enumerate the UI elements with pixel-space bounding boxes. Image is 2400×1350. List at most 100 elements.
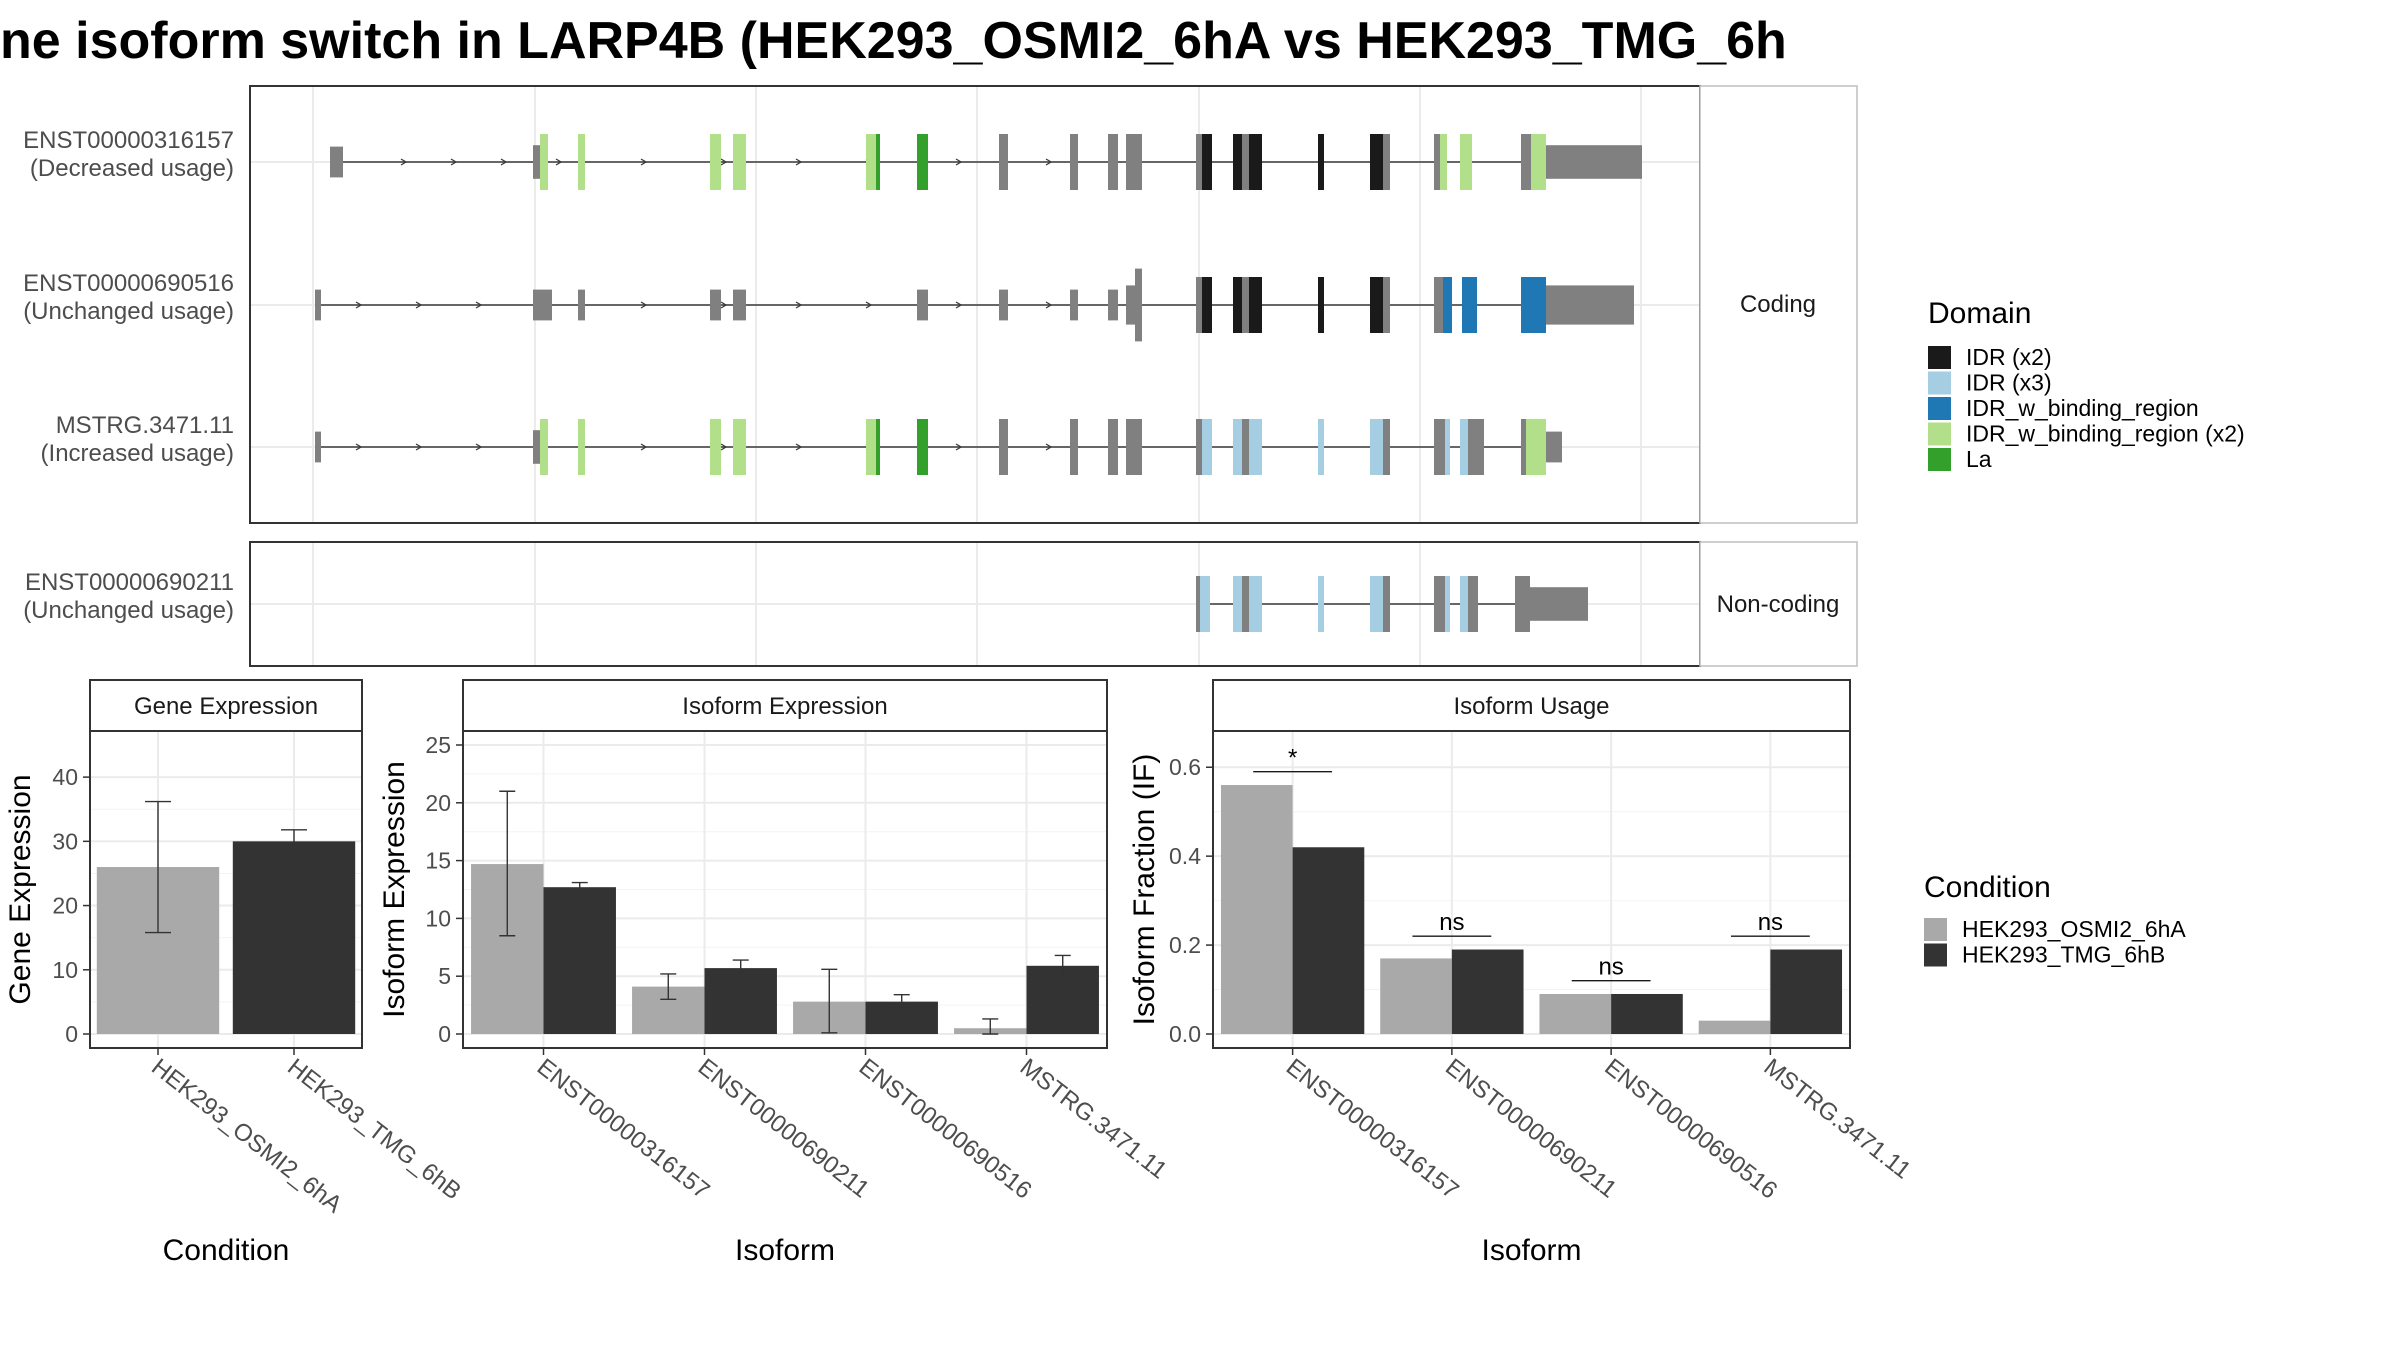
- domain-block: [733, 419, 746, 475]
- y-axis-label: Isoform Expression: [378, 761, 411, 1018]
- domain-block: [1445, 576, 1450, 632]
- facet-strip: [1212, 679, 1851, 732]
- intron-arrow: [640, 301, 648, 309]
- exon-block: [1530, 587, 1588, 621]
- domain-block: [1249, 277, 1262, 333]
- domain-block: [876, 419, 880, 475]
- bar: [704, 968, 777, 1034]
- x-axis-label: Isoform: [735, 1234, 835, 1267]
- transcript-structure-panel: Coding Non-coding ENST00000316157(Decrease…: [23, 85, 1858, 667]
- y-tick-label: 20: [52, 893, 78, 919]
- legend-domain-swatch: [1928, 397, 1951, 420]
- domain-block: [1233, 419, 1242, 475]
- exon-block: [1108, 419, 1118, 475]
- x-tick-label: ENST00000690211: [1440, 1053, 1621, 1203]
- transcript-track-1: [315, 268, 1634, 342]
- exon-block: [1383, 277, 1390, 333]
- exon-block: [1383, 419, 1390, 475]
- legend-condition-title: Condition: [1924, 871, 2051, 904]
- exon-block: [999, 419, 1008, 475]
- bar: [1380, 958, 1452, 1034]
- domain-block: [1202, 419, 1212, 475]
- significance-label: *: [1288, 745, 1297, 772]
- exon-block: [1126, 134, 1142, 190]
- intron-arrow: [640, 158, 648, 166]
- facet-strip-noncoding: [1699, 541, 1858, 667]
- facet-label-coding: Coding: [1740, 291, 1816, 318]
- legend-condition-swatch: [1924, 918, 1947, 941]
- x-axis-label: Isoform: [1481, 1234, 1581, 1267]
- domain-block: [1249, 134, 1262, 190]
- exon-block: [1108, 134, 1118, 190]
- domain-block: [710, 419, 721, 475]
- domain-block: [1460, 419, 1468, 475]
- y-tick-label: 0: [65, 1021, 78, 1047]
- bar-charts: HEK293_OSMI2_6hAHEK293_TMG_6hB010203040G…: [4, 679, 1916, 1267]
- intron-arrow: [720, 158, 728, 166]
- legend-domain-label: La: [1966, 446, 1992, 472]
- intron-arrow: [450, 158, 458, 166]
- exon-block: [1070, 419, 1078, 475]
- exon-block: [1196, 134, 1202, 190]
- intron-arrow: [795, 158, 803, 166]
- bar: [232, 841, 356, 1034]
- exon-block: [533, 430, 540, 464]
- domain-block: [578, 134, 585, 190]
- exon-block: [1515, 576, 1530, 632]
- domain-block: [578, 419, 585, 475]
- x-tick-label: ENST00000316157: [1281, 1053, 1464, 1204]
- x-tick-label: ENST00000690516: [1599, 1053, 1782, 1204]
- transcript-track-2: [315, 419, 1562, 475]
- domain-block: [1249, 419, 1262, 475]
- intron-arrow: [795, 301, 803, 309]
- facet-label-noncoding: Non-coding: [1717, 591, 1840, 618]
- transcript-id-label: MSTRG.3471.11: [56, 412, 234, 439]
- intron-arrow: [955, 301, 963, 309]
- domain-block: [917, 419, 928, 475]
- intron-arrow: [415, 443, 423, 451]
- legend-domain-swatch: [1928, 346, 1951, 369]
- exon-block: [1242, 134, 1249, 190]
- exon-block: [1546, 285, 1634, 325]
- y-tick-label: 0.4: [1169, 843, 1201, 869]
- transcript-track-0: [330, 134, 1642, 190]
- domain-block: [540, 419, 548, 475]
- exon-block: [1468, 419, 1484, 475]
- domain-block: [1318, 576, 1324, 632]
- chart-panel-2: * ENST00000316157 ns ENST00000690211 ns ENST0…: [1128, 679, 1916, 1267]
- x-axis-label: Condition: [163, 1234, 290, 1267]
- bar: [1220, 785, 1293, 1034]
- exon-block: [330, 146, 343, 178]
- exon-block: [1521, 419, 1526, 475]
- x-tick-label: ENST00000690516: [854, 1053, 1037, 1204]
- exon-block: [1242, 419, 1249, 475]
- y-tick-label: 40: [52, 764, 78, 790]
- intron-arrow: [640, 443, 648, 451]
- x-tick-label: MSTRG.3471.11: [1015, 1053, 1172, 1184]
- facet-strip: [462, 679, 1108, 732]
- significance-label: ns: [1439, 909, 1464, 936]
- exon-block: [315, 289, 321, 321]
- intron-arrow: [720, 301, 728, 309]
- domain-block: [1531, 134, 1546, 190]
- bar: [1026, 965, 1099, 1034]
- bar: [1611, 993, 1683, 1034]
- chart-title: Isoform Expression: [682, 693, 887, 720]
- domain-block: [1526, 419, 1546, 475]
- transcript-usage-label: (Unchanged usage): [23, 597, 234, 624]
- exon-block: [1196, 576, 1200, 632]
- domain-block: [917, 134, 928, 190]
- chart-panel-1: ENST00000316157ENST00000690211ENST000006…: [378, 679, 1172, 1267]
- exon-block: [999, 134, 1008, 190]
- legend-condition-label: HEK293_OSMI2_6hA: [1962, 916, 2186, 942]
- exon-block: [1196, 277, 1202, 333]
- legend-domain-swatch: [1928, 422, 1951, 446]
- intron-arrow: [1045, 443, 1053, 451]
- domain-block: [1233, 277, 1242, 333]
- exon-block: [710, 289, 721, 321]
- facet-strip-coding: [1699, 85, 1858, 524]
- exon-block: [1434, 419, 1445, 475]
- domain-block: [733, 134, 746, 190]
- chart-title: Isoform Usage: [1453, 693, 1609, 720]
